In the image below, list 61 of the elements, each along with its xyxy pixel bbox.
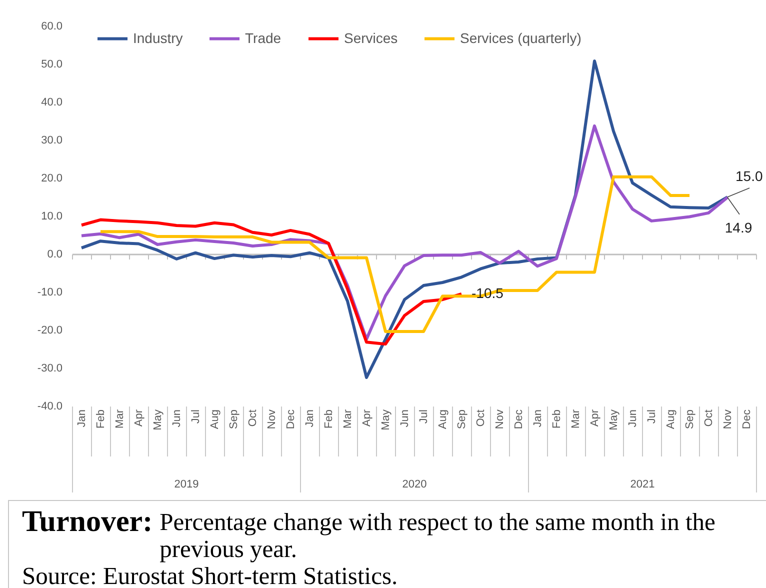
x-tick-label: Feb xyxy=(323,410,335,428)
x-tick-label: Jun xyxy=(399,410,411,428)
legend-label: Trade xyxy=(245,30,282,46)
x-tick-label: Dec xyxy=(513,409,525,430)
x-tick-label: Feb xyxy=(95,410,107,428)
x-tick-label: May xyxy=(152,409,164,430)
y-tick-label: 60.0 xyxy=(41,20,62,32)
y-tick-label: 10.0 xyxy=(41,210,62,222)
x-tick-label: Jun xyxy=(171,410,183,428)
x-tick-label: Oct xyxy=(703,410,715,427)
x-tick-label: Mar xyxy=(570,409,582,428)
line-series xyxy=(80,218,463,346)
x-tick-label: May xyxy=(608,409,620,430)
x-tick-label: Oct xyxy=(475,410,487,427)
x-tick-label: Jun xyxy=(627,410,639,428)
data-label: 15.0 xyxy=(736,168,763,184)
x2-tick-label: 2019 xyxy=(174,478,199,490)
data-label: 14.9 xyxy=(724,219,752,236)
x-tick-label: Aug xyxy=(437,410,449,430)
x-tick-label: Jan xyxy=(76,410,88,428)
legend-label: Industry xyxy=(133,30,183,46)
y-tick-label: 50.0 xyxy=(41,58,62,70)
x-tick-label: Sep xyxy=(684,410,696,430)
x-tick-label: Nov xyxy=(494,409,506,430)
x-tick-label: Oct xyxy=(247,410,259,427)
source-note: Source: Eurostat Short-term Statistics. xyxy=(22,563,399,588)
legend-label: Services xyxy=(344,30,398,46)
x-tick-label: Dec xyxy=(285,409,297,430)
x-tick-label: Jul xyxy=(418,410,430,424)
x2-tick-label: 2020 xyxy=(402,478,427,490)
x-tick-label: Aug xyxy=(209,410,221,430)
y-tick-label: -20.0 xyxy=(37,324,62,336)
x-tick-label: Dec xyxy=(741,409,753,430)
y-tick-label: 30.0 xyxy=(41,134,62,146)
line-series xyxy=(99,175,691,334)
text: Turnover: xyxy=(22,505,153,538)
y-tick-label: 40.0 xyxy=(41,96,62,108)
x-tick-label: Jul xyxy=(190,410,202,424)
y-tick-label: -30.0 xyxy=(37,362,62,374)
x-tick-label: Mar xyxy=(114,409,126,428)
x-tick-label: Jan xyxy=(304,410,316,428)
x-tick-label: Nov xyxy=(266,409,278,430)
legend-label: Services (quarterly) xyxy=(460,30,582,46)
x-tick-label: Apr xyxy=(133,409,145,427)
x-tick-label: Jan xyxy=(532,410,544,428)
x-tick-label: Sep xyxy=(228,410,240,430)
x-tick-label: Apr xyxy=(589,409,601,427)
y-tick-label: -40.0 xyxy=(37,400,62,412)
x-tick-label: Mar xyxy=(342,409,354,428)
x-tick-label: Jul xyxy=(646,410,658,424)
x-tick-label: Feb xyxy=(551,410,563,428)
text: Percentage change with respect to the same month in the previous year. xyxy=(160,508,716,563)
x-tick-label: Aug xyxy=(665,410,677,430)
x-tick-label: Nov xyxy=(722,409,734,430)
x-tick-label: May xyxy=(380,409,392,430)
x-tick-label: Sep xyxy=(456,410,468,430)
x2-tick-label: 2021 xyxy=(630,478,655,490)
y-tick-label: -10.0 xyxy=(37,286,62,298)
y-tick-label: 20.0 xyxy=(41,172,62,184)
x-tick-label: Apr xyxy=(361,409,373,427)
y-tick-label: 0.0 xyxy=(47,248,62,260)
